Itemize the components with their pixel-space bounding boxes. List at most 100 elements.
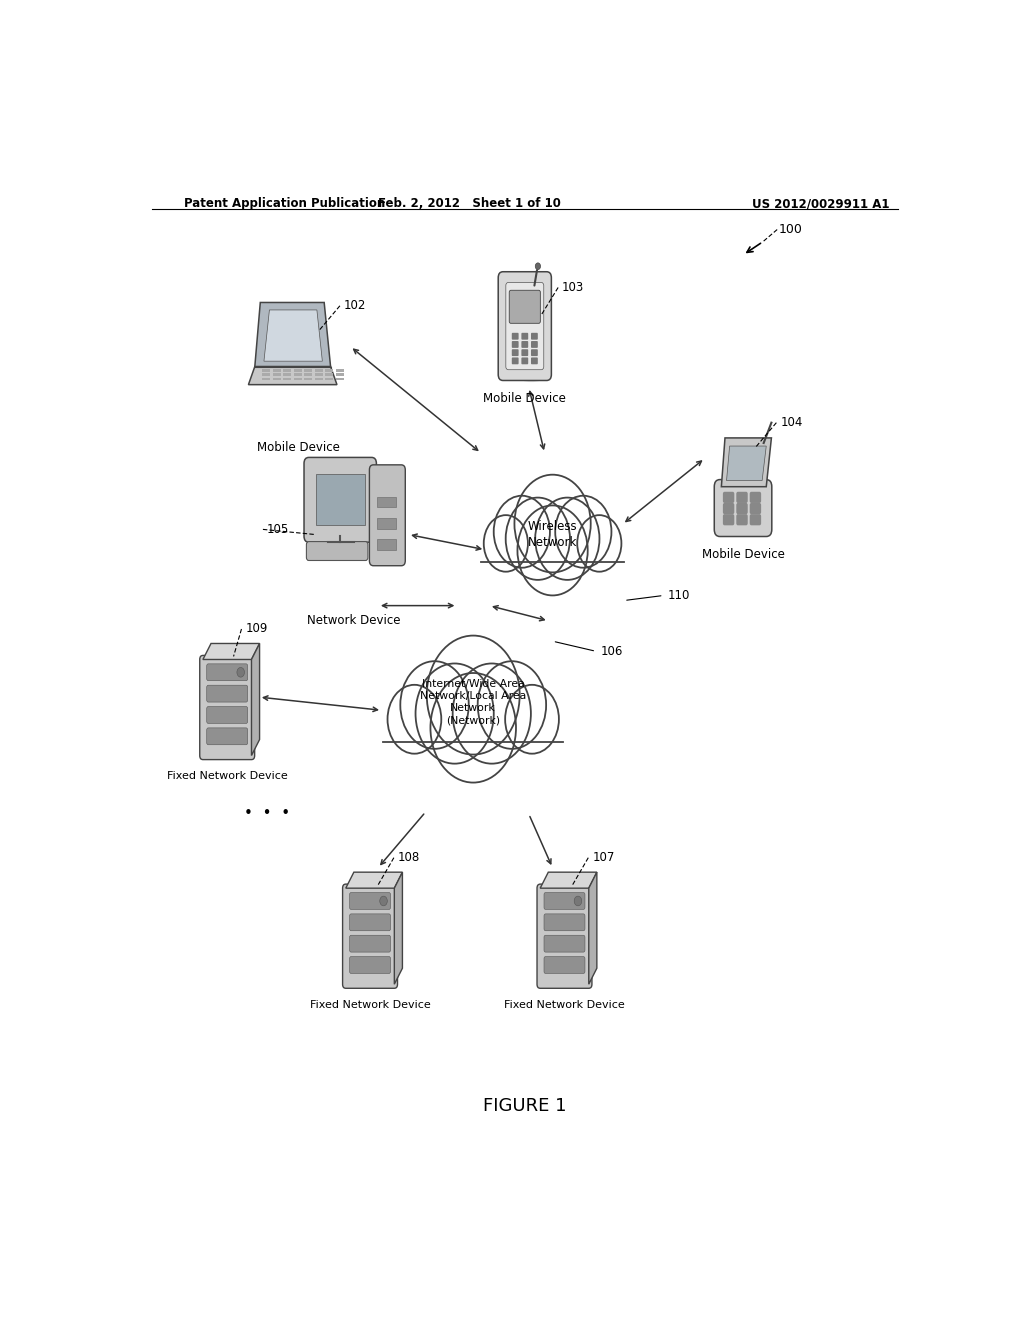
FancyBboxPatch shape <box>521 350 528 356</box>
Bar <box>377 496 396 507</box>
Polygon shape <box>264 310 323 362</box>
Bar <box>377 517 396 528</box>
Bar <box>283 374 291 376</box>
Text: 109: 109 <box>246 623 268 635</box>
Circle shape <box>494 496 550 568</box>
FancyBboxPatch shape <box>512 358 518 364</box>
FancyBboxPatch shape <box>207 706 248 723</box>
FancyBboxPatch shape <box>343 884 397 989</box>
Circle shape <box>555 496 611 568</box>
Bar <box>294 378 302 380</box>
Text: •  •  •: • • • <box>244 807 290 821</box>
Polygon shape <box>727 446 766 480</box>
Circle shape <box>453 664 530 764</box>
FancyBboxPatch shape <box>544 957 585 973</box>
Text: 107: 107 <box>592 851 614 865</box>
Polygon shape <box>252 643 259 755</box>
FancyBboxPatch shape <box>521 341 528 348</box>
Circle shape <box>400 661 469 748</box>
FancyBboxPatch shape <box>370 465 406 566</box>
Bar <box>380 731 566 780</box>
Bar <box>325 374 333 376</box>
Circle shape <box>536 263 541 269</box>
Circle shape <box>427 635 519 755</box>
Circle shape <box>506 498 570 579</box>
Circle shape <box>416 664 494 764</box>
FancyBboxPatch shape <box>349 913 390 931</box>
Polygon shape <box>203 643 259 660</box>
Circle shape <box>517 506 588 595</box>
FancyBboxPatch shape <box>736 492 748 503</box>
Text: Patent Application Publication: Patent Application Publication <box>183 197 385 210</box>
Text: 105: 105 <box>267 523 289 536</box>
Bar <box>315 474 365 525</box>
FancyBboxPatch shape <box>750 503 761 515</box>
Polygon shape <box>249 367 337 384</box>
Text: Internet/Wide Area
Network/Local Area
Network
(Network): Internet/Wide Area Network/Local Area Ne… <box>420 678 526 726</box>
Bar <box>294 370 302 372</box>
FancyBboxPatch shape <box>304 458 377 543</box>
Bar <box>314 370 323 372</box>
FancyBboxPatch shape <box>723 503 734 515</box>
Polygon shape <box>255 302 331 367</box>
Text: Fixed Network Device: Fixed Network Device <box>504 1001 625 1010</box>
Circle shape <box>387 685 441 754</box>
Bar <box>314 378 323 380</box>
Bar <box>314 374 323 376</box>
FancyBboxPatch shape <box>499 272 551 380</box>
FancyBboxPatch shape <box>531 341 538 348</box>
Bar <box>262 378 270 380</box>
Circle shape <box>536 498 599 579</box>
Circle shape <box>430 673 516 783</box>
Bar <box>272 378 281 380</box>
FancyBboxPatch shape <box>531 333 538 339</box>
FancyBboxPatch shape <box>207 664 248 681</box>
Bar <box>336 374 344 376</box>
Polygon shape <box>589 873 597 985</box>
FancyBboxPatch shape <box>349 936 390 952</box>
Text: Feb. 2, 2012   Sheet 1 of 10: Feb. 2, 2012 Sheet 1 of 10 <box>378 197 561 210</box>
Text: Network Device: Network Device <box>307 614 401 627</box>
FancyBboxPatch shape <box>544 913 585 931</box>
Text: 102: 102 <box>344 300 367 313</box>
FancyBboxPatch shape <box>512 350 518 356</box>
Text: 100: 100 <box>778 223 803 236</box>
Bar <box>262 370 270 372</box>
FancyBboxPatch shape <box>531 350 538 356</box>
FancyBboxPatch shape <box>512 341 518 348</box>
Circle shape <box>477 661 546 748</box>
FancyBboxPatch shape <box>200 656 255 759</box>
Text: 106: 106 <box>600 645 623 657</box>
Text: FIGURE 1: FIGURE 1 <box>483 1097 566 1114</box>
Text: 108: 108 <box>397 851 420 865</box>
FancyBboxPatch shape <box>349 957 390 973</box>
FancyBboxPatch shape <box>750 492 761 503</box>
Text: Mobile Device: Mobile Device <box>257 441 340 454</box>
Bar <box>325 370 333 372</box>
FancyBboxPatch shape <box>723 492 734 503</box>
Bar <box>479 553 627 594</box>
Text: 103: 103 <box>562 281 585 294</box>
Bar <box>294 374 302 376</box>
Bar <box>262 374 270 376</box>
Circle shape <box>578 515 622 572</box>
Circle shape <box>514 475 591 573</box>
FancyBboxPatch shape <box>207 727 248 744</box>
Bar <box>272 374 281 376</box>
Bar <box>325 378 333 380</box>
Text: 110: 110 <box>668 589 690 602</box>
Polygon shape <box>721 438 771 487</box>
Circle shape <box>380 896 387 906</box>
Circle shape <box>505 685 559 754</box>
Text: Fixed Network Device: Fixed Network Device <box>167 771 288 781</box>
FancyBboxPatch shape <box>544 936 585 952</box>
FancyBboxPatch shape <box>736 503 748 515</box>
FancyBboxPatch shape <box>207 685 248 702</box>
FancyBboxPatch shape <box>715 479 772 536</box>
Bar <box>336 378 344 380</box>
Bar <box>377 540 396 550</box>
Ellipse shape <box>518 371 545 381</box>
FancyBboxPatch shape <box>750 515 761 525</box>
FancyBboxPatch shape <box>306 541 368 561</box>
FancyBboxPatch shape <box>349 892 390 909</box>
